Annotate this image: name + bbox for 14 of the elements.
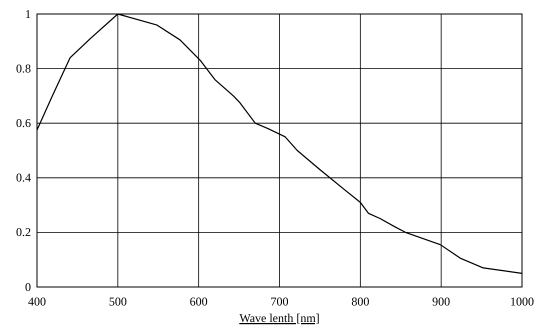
- x-tick-label: 900: [432, 294, 450, 309]
- x-tick-label: 800: [351, 294, 370, 309]
- y-tick-label: 0.4: [16, 170, 31, 185]
- x-tick-label: 500: [108, 294, 127, 309]
- y-tick-label: 0.8: [16, 61, 31, 76]
- y-tick-label: 0: [25, 280, 31, 294]
- x-tick-label: 700: [270, 294, 288, 309]
- y-tick-label: 0.2: [16, 225, 31, 240]
- x-axis-title: Wave lenth [nm]: [239, 311, 320, 325]
- x-tick-label: 1000: [510, 294, 534, 309]
- x-tick-label: 400: [28, 294, 46, 309]
- y-tick-label: 1: [25, 6, 31, 21]
- y-tick-label: 0.6: [16, 116, 31, 130]
- x-tick-label: 600: [190, 294, 208, 309]
